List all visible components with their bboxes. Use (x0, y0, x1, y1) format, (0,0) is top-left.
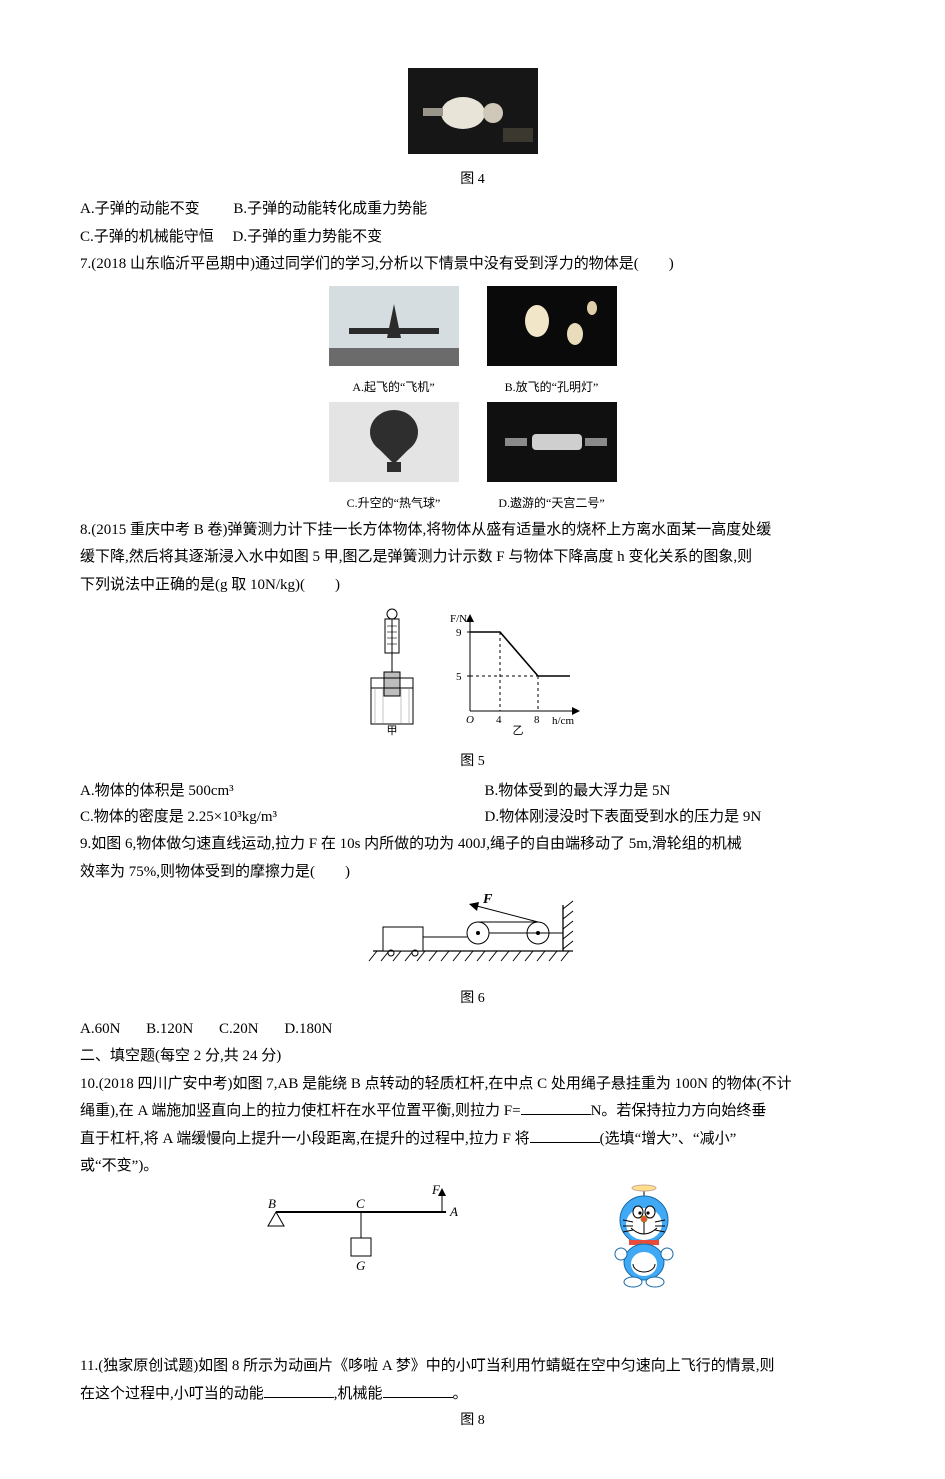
q10-line2: 绳重),在 A 端施加竖直向上的拉力使杠杆在水平位置平衡,则拉力 F= N。若保持… (80, 1099, 865, 1125)
fig5-yi-label: 乙 (513, 724, 524, 736)
fig8-caption: 图 8 (80, 1409, 865, 1433)
q7-stem: 7.(2018 山东临沂平邑期中)通过同学们的学习,分析以下情景中没有受到浮力的… (80, 252, 865, 278)
lever-C: C (356, 1196, 365, 1211)
fig4-wrap (80, 68, 865, 164)
lantern-icon (487, 286, 617, 366)
q9-opt-a: A.60N (80, 1021, 120, 1037)
q8-opt-b: B.物体受到的最大浮力是 5N (485, 779, 866, 805)
graph-xlabel: h/cm (552, 715, 574, 727)
q9-opt-d: D.180N (284, 1021, 332, 1037)
q6-options-row2: C.子弹的机械能守恒 D.子弹的重力势能不变 (80, 225, 865, 251)
q8-line2: 缓下降,然后将其逐渐浸入水中如图 5 甲,图乙是弹簧测力计示数 F 与物体下降高… (80, 545, 865, 571)
q7-grid-wrap: A.起飞的“飞机” B.放飞的“孔明灯” (80, 286, 865, 514)
q8-opt-c: C.物体的密度是 2.25×10³kg/m³ (80, 805, 461, 831)
q10-line4: 或“不变”)。 (80, 1154, 865, 1180)
q10-text3b: (选填“增大”、“减小” (600, 1131, 737, 1147)
q9-line1: 9.如图 6,物体做匀速直线运动,拉力 F 在 10s 内所做的功为 400J,… (80, 832, 865, 858)
q6-opt-a: A.子弹的动能不变 (80, 201, 200, 217)
q7-photo-a (329, 286, 459, 366)
q9-opt-c: C.20N (219, 1021, 259, 1037)
fig5-caption: 图 5 (80, 750, 865, 774)
q10-blank1[interactable] (521, 1099, 591, 1115)
q9-options: A.60N B.120N C.20N D.180N (80, 1017, 865, 1043)
section2-heading: 二、填空题(每空 2 分,共 24 分) (80, 1044, 865, 1070)
fig5-graph: F/N 9 5 O 4 8 h/cm 乙 (448, 606, 588, 746)
q7-cap-c: C.升空的“热气球” (329, 493, 459, 513)
graph-ytick-9: 9 (456, 627, 462, 639)
q10-text2a: 绳重),在 A 端施加竖直向上的拉力使杠杆在水平位置平衡,则拉力 F= (80, 1103, 521, 1119)
q7-photo-c (329, 402, 459, 482)
q7-cell-d: D.遨游的“天宫二号” (487, 402, 617, 514)
fig6-F-label: F (482, 893, 493, 907)
graph-ylabel: F/N (450, 613, 467, 625)
fig5-wrap: 甲 F/N 9 5 O 4 8 h/cm 乙 (80, 606, 865, 746)
q11-blank2[interactable] (383, 1382, 453, 1398)
airplane-icon (329, 286, 459, 366)
lever-diagram: B C G A F (256, 1182, 476, 1272)
fig7-fig8-row: B C G A F (80, 1182, 865, 1302)
fig4-caption: 图 4 (80, 168, 865, 192)
graph-origin: O (466, 714, 474, 726)
q10-text2b: N。若保持拉力方向始终垂 (591, 1103, 767, 1119)
q11-text2a: 在这个过程中,小叮当的动能 (80, 1386, 264, 1402)
fig8-doraemon (599, 1182, 689, 1302)
q7-cell-c: C.升空的“热气球” (329, 402, 459, 514)
spacestation-icon (487, 402, 617, 482)
q8-line1: 8.(2015 重庆中考 B 卷)弹簧测力计下挂一长方体物体,将物体从盛有适量水… (80, 518, 865, 544)
q7-cell-b: B.放飞的“孔明灯” (487, 286, 617, 398)
bullet-egg-illustration (408, 68, 538, 154)
pulley-diagram: F (363, 893, 583, 973)
q7-suffix: ) (669, 256, 674, 272)
graph-xtick-4: 4 (496, 714, 502, 726)
q8-options: A.物体的体积是 500cm³ B.物体受到的最大浮力是 5N C.物体的密度是… (80, 779, 865, 830)
q11-text2b: ,机械能 (334, 1386, 383, 1402)
lever-A: A (449, 1204, 458, 1219)
q10-line1: 10.(2018 四川广安中考)如图 7,AB 是能绕 B 点转动的轻质杠杆,在… (80, 1072, 865, 1098)
q7-cap-d: D.遨游的“天宫二号” (487, 493, 617, 513)
q10-line3: 直于杠杆,将 A 端缓慢向上提升一小段距离,在提升的过程中,拉力 F 将 (选填“… (80, 1127, 865, 1153)
q11-line1: 11.(独家原创试题)如图 8 所示为动画片《哆啦 A 梦》中的小叮当利用竹蜻蜓… (80, 1354, 865, 1380)
fig5-jia-label: 甲 (386, 725, 397, 736)
graph-xtick-8: 8 (534, 714, 540, 726)
q9-line2: 效率为 75%,则物体受到的摩擦力是( ) (80, 860, 865, 886)
q7-cap-b: B.放飞的“孔明灯” (487, 377, 617, 397)
q10-blank2[interactable] (530, 1127, 600, 1143)
lever-B: B (268, 1196, 276, 1211)
q11-blank1[interactable] (264, 1382, 334, 1398)
q11-line2: 在这个过程中,小叮当的动能 ,机械能 。 (80, 1382, 865, 1408)
fig5-spring: 甲 (357, 606, 427, 746)
fig6-wrap: F (80, 893, 865, 983)
doraemon-icon (599, 1182, 689, 1292)
q7-cap-a: A.起飞的“飞机” (329, 377, 459, 397)
fig4-photo (408, 68, 538, 154)
q11-text2c: 。 (453, 1386, 468, 1402)
q7-photo-d (487, 402, 617, 482)
q7-cell-a: A.起飞的“飞机” (329, 286, 459, 398)
q7-grid: A.起飞的“飞机” B.放飞的“孔明灯” (329, 286, 617, 514)
force-height-graph: F/N 9 5 O 4 8 h/cm 乙 (448, 606, 588, 736)
q7-photo-b (487, 286, 617, 366)
q6-options-row1: A.子弹的动能不变 B.子弹的动能转化成重力势能 (80, 197, 865, 223)
graph-ytick-5: 5 (456, 671, 462, 683)
lever-F: F (431, 1182, 441, 1197)
q7-prefix: 7.(2018 山东临沂平邑期中)通过同学们的学习,分析以下情景中没有受到浮力的… (80, 256, 639, 272)
lever-G: G (356, 1258, 366, 1272)
q10-text3a: 直于杠杆,将 A 端缓慢向上提升一小段距离,在提升的过程中,拉力 F 将 (80, 1131, 530, 1147)
q8-line3: 下列说法中正确的是(g 取 10N/kg)( ) (80, 573, 865, 599)
fig6-caption: 图 6 (80, 987, 865, 1011)
spring-apparatus-icon: 甲 (357, 606, 427, 736)
balloon-icon (329, 402, 459, 482)
q8-opt-d: D.物体刚浸没时下表面受到水的压力是 9N (485, 805, 866, 831)
fig7-lever: B C G A F (256, 1182, 476, 1282)
q6-opt-c: C.子弹的机械能守恒 (80, 229, 214, 245)
q6-opt-d: D.子弹的重力势能不变 (233, 229, 383, 245)
q8-opt-a: A.物体的体积是 500cm³ (80, 779, 461, 805)
q6-opt-b: B.子弹的动能转化成重力势能 (233, 201, 427, 217)
q9-opt-b: B.120N (146, 1021, 193, 1037)
